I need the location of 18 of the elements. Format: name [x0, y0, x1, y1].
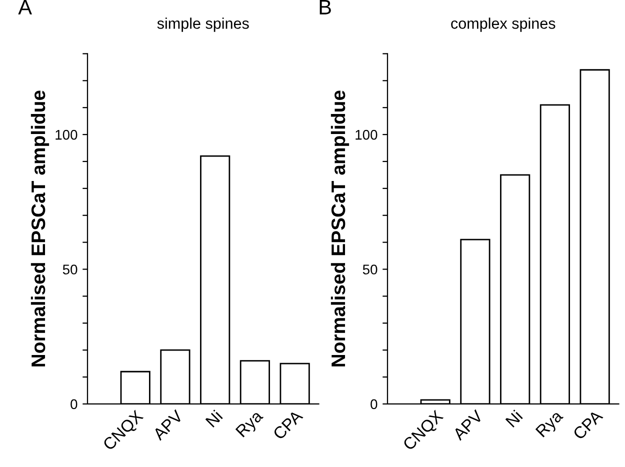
x-tick-label: CPA: [272, 409, 304, 440]
y-tick-label: 50: [362, 264, 378, 274]
chart-title: simple spines: [157, 18, 249, 32]
x-tick-label: Ni: [204, 410, 223, 428]
y-axis-title: Normalised EPSCaT amplidue: [330, 90, 350, 366]
y-tick-label: 0: [70, 399, 78, 410]
text: A: [18, 0, 32, 14]
y-tick-label: 100: [56, 130, 78, 140]
text: B: [320, 0, 331, 14]
y-axis-title: Normalised EPSCaT amplidue: [30, 90, 50, 366]
x-tick-label: Rya: [235, 409, 266, 440]
x-tick-label: Ni: [504, 410, 523, 428]
y-tick-label: 50: [62, 264, 78, 274]
x-tick-label: CPA: [572, 409, 604, 440]
x-tick-label: Rya: [535, 409, 566, 440]
chart-title: complex spines: [451, 18, 556, 32]
y-tick-label: 0: [370, 399, 378, 410]
y-tick-label: 100: [356, 130, 378, 140]
